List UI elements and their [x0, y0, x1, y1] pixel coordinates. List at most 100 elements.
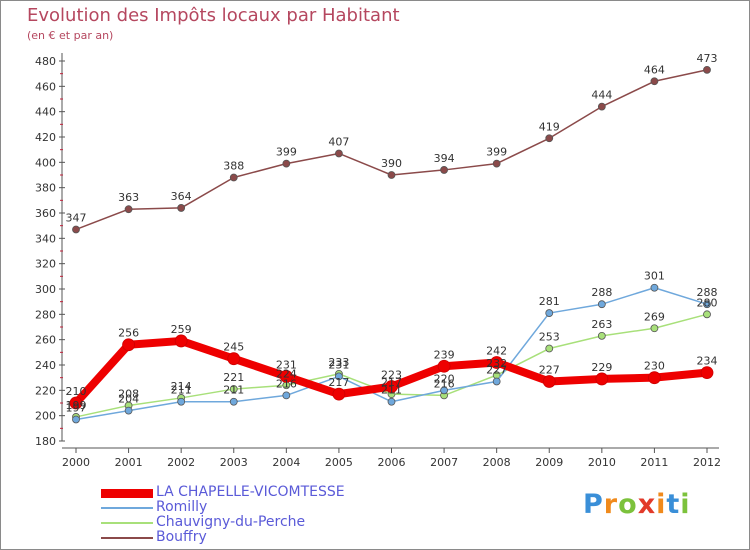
y-tick-label: 340	[35, 232, 56, 245]
data-point	[72, 415, 80, 424]
data-point	[279, 369, 293, 383]
x-tick-label: 2007	[430, 456, 458, 469]
data-point	[650, 77, 659, 86]
logo-letter: i	[656, 489, 667, 520]
y-tick-label: 220	[35, 384, 56, 397]
data-label: 217	[381, 376, 402, 389]
data-point	[437, 359, 451, 373]
data-point	[124, 205, 133, 214]
data-point	[492, 377, 501, 386]
data-label: 301	[644, 270, 665, 283]
legend-label: LA CHAPELLE-VICOMTESSE	[156, 484, 345, 500]
data-point	[440, 166, 448, 174]
data-point	[545, 134, 554, 143]
data-label: 211	[381, 384, 402, 397]
data-point	[597, 331, 606, 340]
data-point	[177, 204, 186, 212]
data-label: 363	[118, 191, 139, 204]
legend-label: Chauvigny-du-Perche	[156, 514, 306, 530]
y-tick-label: 420	[35, 131, 56, 144]
x-tick-label: 2011	[640, 456, 668, 469]
y-tick-label: 200	[35, 410, 56, 423]
y-tick-label: 460	[35, 80, 56, 93]
data-label: 256	[118, 327, 139, 340]
y-tick-label: 300	[35, 283, 56, 296]
data-point	[332, 387, 346, 401]
data-label: 197	[66, 401, 87, 414]
data-point	[597, 102, 606, 111]
data-point	[650, 324, 659, 333]
legend-label: Romilly	[156, 499, 208, 515]
data-point	[229, 173, 238, 182]
data-point	[700, 366, 714, 380]
legend-swatch	[101, 489, 153, 498]
x-tick-label: 2001	[115, 456, 143, 469]
data-point	[335, 149, 343, 158]
data-point	[229, 385, 238, 393]
data-point	[648, 371, 661, 385]
x-tick-label: 2000	[62, 456, 90, 469]
x-tick-label: 2008	[483, 456, 511, 469]
x-tick-label: 2012	[693, 456, 721, 469]
proxiti-logo: Proxiti	[583, 489, 691, 520]
x-tick-label: 2005	[325, 456, 353, 469]
data-point	[650, 283, 659, 292]
data-label: 288	[697, 286, 718, 299]
data-point	[385, 380, 398, 393]
logo-letter: x	[637, 489, 657, 520]
logo-letter: r	[603, 489, 619, 520]
data-point	[174, 334, 188, 348]
logo-letter: i	[680, 489, 691, 520]
data-label: 444	[591, 89, 612, 102]
data-label: 394	[434, 152, 455, 165]
chart-title: Evolution des Impôts locaux par Habitant	[27, 5, 400, 26]
data-label: 419	[539, 120, 560, 133]
data-label: 473	[697, 52, 718, 65]
logo-letter: P	[583, 489, 604, 520]
data-label: 407	[328, 135, 349, 148]
data-label: 214	[171, 380, 192, 393]
data-point	[72, 225, 80, 234]
data-label: 231	[328, 358, 349, 371]
logo-letter: o	[618, 489, 638, 520]
data-label: 269	[644, 310, 665, 323]
data-label: 280	[697, 296, 718, 309]
y-tick-label: 280	[35, 308, 56, 321]
data-label: 211	[171, 384, 192, 397]
data-label: 227	[486, 363, 507, 376]
x-tick-label: 2004	[272, 456, 300, 469]
data-label: 288	[591, 286, 612, 299]
data-label: 388	[223, 160, 244, 173]
legend-swatch	[101, 507, 153, 509]
data-label: 233	[328, 356, 349, 369]
data-label: 259	[171, 323, 192, 336]
legend-label: Bouffry	[156, 529, 207, 545]
data-label: 347	[66, 211, 87, 224]
data-point	[227, 352, 241, 366]
data-point	[177, 397, 186, 406]
x-tick-label: 2010	[588, 456, 616, 469]
y-tick-label: 320	[35, 258, 56, 271]
legend-swatch	[101, 522, 153, 524]
data-label: 208	[118, 388, 139, 401]
data-label: 399	[486, 146, 507, 159]
data-point	[440, 386, 448, 395]
x-tick-label: 2009	[535, 456, 563, 469]
data-label: 199	[66, 399, 87, 412]
x-tick-label: 2002	[167, 456, 195, 469]
data-point	[492, 159, 501, 168]
data-label: 234	[697, 355, 718, 368]
data-label: 281	[539, 295, 560, 308]
data-label: 390	[381, 157, 402, 170]
data-point	[229, 397, 238, 406]
data-point	[122, 338, 135, 352]
data-point	[69, 396, 83, 410]
data-point	[703, 300, 711, 309]
data-label: 217	[328, 376, 349, 389]
legend-swatch	[101, 537, 153, 539]
data-point	[545, 344, 554, 353]
data-point	[387, 171, 396, 179]
data-point	[545, 309, 554, 317]
data-point	[282, 159, 291, 168]
